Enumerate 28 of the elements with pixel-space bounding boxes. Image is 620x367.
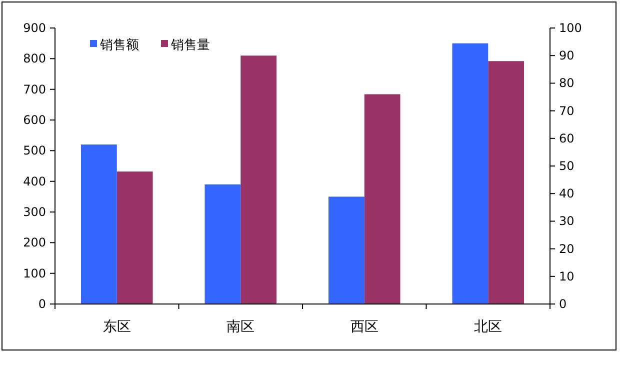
y-tick-label: 200 <box>23 236 46 250</box>
y2-tick-label: 70 <box>559 104 574 118</box>
y2-tick-label: 10 <box>559 269 574 284</box>
y2-tick-label: 20 <box>559 242 574 256</box>
y-tick-label: 300 <box>23 205 46 219</box>
y2-tick-label: 80 <box>559 76 574 90</box>
y-tick-label: 500 <box>23 144 46 158</box>
y-tick-label: 100 <box>23 266 46 280</box>
y-tick-label: 800 <box>23 52 46 66</box>
legend-label: 销售额 <box>99 38 139 53</box>
y2-tick-label: 30 <box>559 214 574 228</box>
y2-tick-label: 0 <box>559 297 567 311</box>
x-tick-label: 北区 <box>474 319 502 335</box>
y-tick-label: 900 <box>23 21 46 35</box>
x-tick-label: 南区 <box>226 319 255 335</box>
y-tick-label: 700 <box>23 82 46 96</box>
y2-tick-label: 100 <box>559 21 582 35</box>
x-tick-label: 西区 <box>350 319 378 335</box>
x-tick-label: 东区 <box>102 319 131 335</box>
y2-tick-label: 60 <box>559 131 574 146</box>
bar <box>240 56 277 304</box>
legend-label: 销售量 <box>170 38 210 53</box>
y-tick-label: 600 <box>23 113 46 127</box>
y2-tick-label: 40 <box>559 186 574 201</box>
y-tick-label: 400 <box>23 174 46 188</box>
y2-tick-label: 90 <box>559 48 574 63</box>
y2-tick-label: 50 <box>559 159 574 173</box>
y-tick-label: 0 <box>38 297 46 311</box>
